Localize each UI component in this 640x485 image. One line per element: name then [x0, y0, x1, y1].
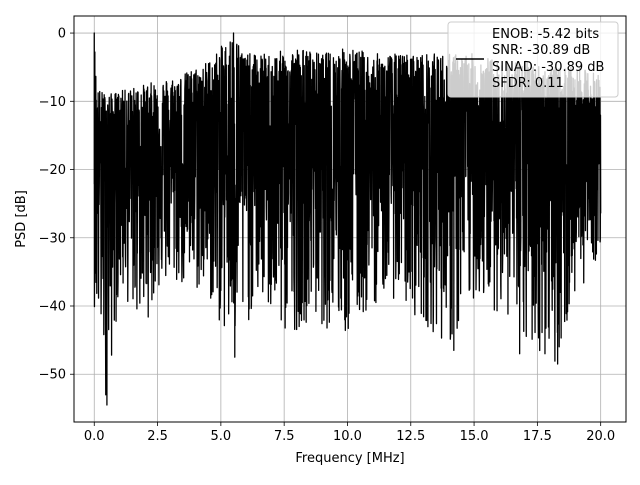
x-tick-label: 10.0: [333, 429, 362, 444]
y-tick-label: −20: [39, 163, 66, 178]
plot-area: [93, 32, 602, 406]
axis-ticks: 0.0 2.5 5.0 7.5 10.0 12.5 15.0 17.5 20.0 0 −10 −20 −…: [39, 27, 616, 444]
y-tick-label: 0: [58, 27, 66, 42]
x-tick-label: 7.5: [274, 429, 295, 444]
x-tick-label: 12.5: [396, 429, 425, 444]
y-tick-label: −10: [39, 95, 66, 110]
x-tick-label: 2.5: [147, 429, 168, 444]
x-axis-label: Frequency [MHz]: [295, 451, 404, 466]
x-tick-label: 15.0: [460, 429, 489, 444]
legend-entry-sfdr: SFDR: 0.11: [492, 76, 564, 91]
legend-entry-enob: ENOB: -5.42 bits: [492, 27, 599, 42]
y-tick-label: −50: [39, 368, 66, 383]
legend: ENOB: -5.42 bits SNR: -30.89 dB SINAD: -…: [447, 21, 619, 98]
psd-series-line: [93, 32, 602, 406]
y-axis-label: PSD [dB]: [14, 190, 29, 248]
x-tick-label: 5.0: [211, 429, 232, 444]
x-tick-label: 0.0: [84, 429, 105, 444]
y-tick-label: −40: [39, 300, 66, 315]
legend-entry-snr: SNR: -30.89 dB: [492, 43, 590, 58]
plot-frame: [73, 15, 627, 423]
y-tick-label: −30: [39, 231, 66, 246]
legend-entry-sinad: SINAD: -30.89 dB: [492, 60, 604, 75]
x-tick-label: 17.5: [523, 429, 552, 444]
x-tick-label: 20.0: [586, 429, 615, 444]
legend-box: [447, 21, 619, 98]
